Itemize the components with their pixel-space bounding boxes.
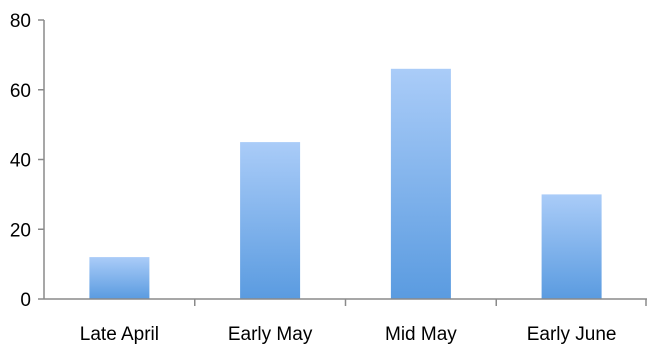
y-tick-label: 40 [10,151,31,172]
bars-layer [89,68,602,299]
y-tick-label: 60 [10,81,31,102]
x-tick-label: Early June [527,324,617,345]
bar-late-april [89,257,150,299]
bar-early-june [541,194,602,299]
bar-early-may [240,142,301,299]
bar-mid-may [390,68,451,299]
x-tick-label: Early May [228,324,313,345]
y-tick-label: 80 [10,11,31,32]
y-tick-label: 0 [20,290,31,311]
axes-layer [38,19,647,306]
x-tick-label: Late April [80,324,159,345]
labels-layer: 0 20 40 60 80 Late April Early May Mid May Early… [10,11,617,345]
y-tick-label: 20 [10,220,31,241]
x-tick-label: Mid May [385,324,457,345]
